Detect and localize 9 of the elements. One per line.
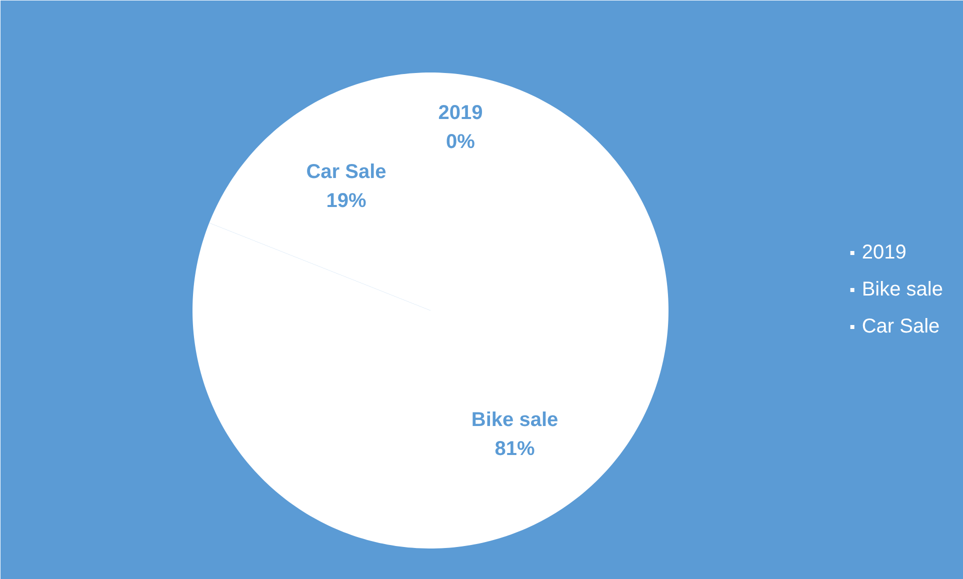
text: 0% — [446, 130, 475, 153]
category-label: 2019 — [438, 102, 483, 124]
data-label: 19% — [326, 190, 366, 212]
legend-label: Bike sale — [862, 278, 943, 301]
legend-label: 2019 — [862, 241, 906, 264]
data-label: 81% — [494, 438, 536, 460]
legend-label: Car Sale — [862, 315, 940, 338]
slice-label: Bike sale — [471, 409, 558, 432]
slice-label: Car Sale — [306, 161, 386, 184]
